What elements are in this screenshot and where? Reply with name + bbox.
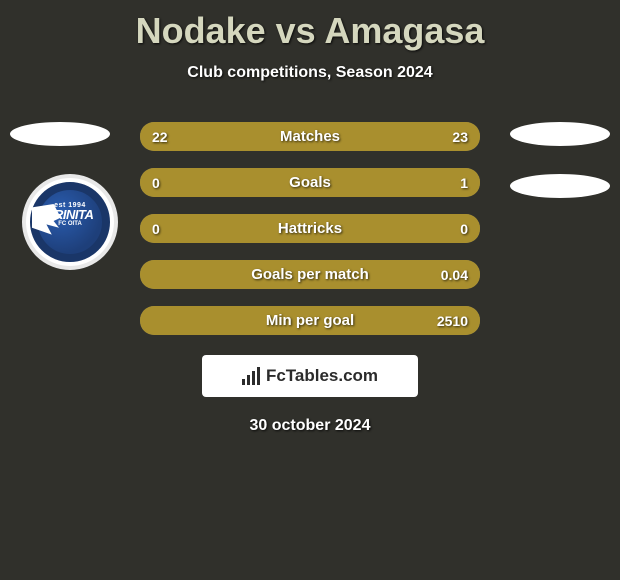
bar-chart-icon [242, 367, 260, 385]
stat-label: Goals per match [140, 260, 480, 289]
stat-label: Matches [140, 122, 480, 151]
stat-value-right: 2510 [437, 306, 468, 335]
stat-value-right: 23 [452, 122, 468, 151]
stat-row: Goals per match0.04 [140, 260, 480, 289]
stat-row: Hattricks0 0 [140, 214, 480, 243]
stat-value-right: 0.04 [441, 260, 468, 289]
page-title: Nodake vs Amagasa [136, 10, 485, 52]
brand-box: FcTables.com [202, 355, 418, 397]
badge-text-bot: FC OITA [58, 221, 82, 227]
team-badge-inner: est 1994 TRINITA FC OITA [30, 182, 110, 262]
stat-value-left: 22 [152, 122, 168, 151]
brand-text: FcTables.com [266, 366, 378, 386]
stat-value-right: 0 [460, 214, 468, 243]
player-right-placeholder-1 [510, 122, 610, 146]
footer-date: 30 october 2024 [0, 417, 620, 435]
stat-bars: Matches2223Goals01Hattricks00Goals per m… [140, 122, 480, 335]
stat-row: Matches22 23 [140, 122, 480, 151]
team-badge-left: est 1994 TRINITA FC OITA [22, 174, 118, 270]
player-right-placeholder-2 [510, 174, 610, 198]
stat-label: Goals [140, 168, 480, 197]
stat-label: Hattricks [140, 214, 480, 243]
stat-label: Min per goal [140, 306, 480, 335]
player-left-placeholder-1 [10, 122, 110, 146]
stat-value-left: 0 [152, 168, 160, 197]
stats-area: est 1994 TRINITA FC OITA Matches22 23 Goal… [0, 122, 620, 435]
page-subtitle: Club competitions, Season 2024 [187, 64, 432, 82]
stat-value-right: 1 [460, 168, 468, 197]
comparison-infographic: Nodake vs Amagasa Club competitions, Sea… [0, 0, 620, 580]
stat-row: Min per goal2510 [140, 306, 480, 335]
stat-row: Goals0 1 [140, 168, 480, 197]
stat-value-left: 0 [152, 214, 160, 243]
